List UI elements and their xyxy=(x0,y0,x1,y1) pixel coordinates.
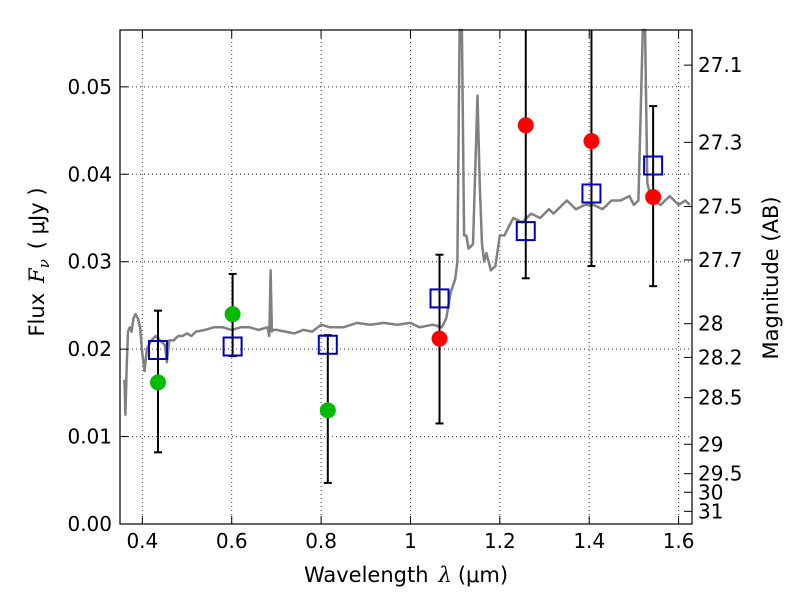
x-tick-label: 1.4 xyxy=(573,529,605,553)
y-tick-label: 0.04 xyxy=(67,162,112,186)
magnitude-tick-label: 28.2 xyxy=(698,345,743,369)
data-point-ff0000 xyxy=(517,117,534,134)
x-tick-label: 0.6 xyxy=(216,529,248,553)
model-photometry-square xyxy=(222,336,243,357)
model-photometry-square xyxy=(581,183,602,204)
model-photometry-square xyxy=(515,221,536,242)
model-photometry-square xyxy=(643,155,664,176)
data-points xyxy=(147,117,664,419)
magnitude-tick-label: 27.5 xyxy=(698,195,743,219)
x-tick-label: 0.8 xyxy=(305,529,337,553)
data-point-00bb00 xyxy=(319,402,336,419)
magnitude-tick-label: 28.5 xyxy=(698,386,743,410)
x-axis-title: Wavelength λ (μm) xyxy=(304,563,508,587)
magnitude-tick-label: 27.3 xyxy=(698,130,743,154)
data-point-ff0000 xyxy=(645,188,662,205)
data-point-00bb00 xyxy=(224,306,241,323)
magnitude-axis-title: Magnitude (AB) xyxy=(759,196,783,359)
data-point-ff0000 xyxy=(583,133,600,150)
x-tick-label: 1.2 xyxy=(484,529,516,553)
model-photometry-square xyxy=(429,288,450,309)
error-bars xyxy=(153,30,658,484)
y-axis-ticks: 0.00 0.01 0.02 0.03 0.04 0.05 xyxy=(67,75,128,536)
model-photometry-square xyxy=(317,334,338,355)
model-photometry-square xyxy=(147,340,168,361)
y-tick-label: 0.03 xyxy=(67,250,112,274)
magnitude-tick-label: 31 xyxy=(698,499,723,523)
grid xyxy=(120,30,692,525)
y-tick-label: 0.02 xyxy=(67,337,112,361)
y-tick-label: 0.00 xyxy=(67,512,112,536)
magnitude-tick-label: 27.7 xyxy=(698,248,743,272)
template-spectrum-line xyxy=(123,28,691,416)
x-axis-ticks: 0.4 0.6 0.8 1 1.2 1.4 1.6 xyxy=(126,30,695,553)
x-tick-label: 1.6 xyxy=(663,529,695,553)
magnitude-tick-label: 27.1 xyxy=(698,53,743,77)
magnitude-tick-label: 29.5 xyxy=(698,462,743,486)
data-point-ff0000 xyxy=(431,330,448,347)
data-point-00bb00 xyxy=(149,374,166,391)
y-tick-label: 0.01 xyxy=(67,425,112,449)
y-tick-label: 0.05 xyxy=(67,75,112,99)
x-tick-label: 1 xyxy=(404,529,417,553)
template-spectrum xyxy=(123,28,691,416)
plot-frame xyxy=(119,29,693,525)
x-tick-label: 0.4 xyxy=(126,529,158,553)
magnitude-tick-label: 29 xyxy=(698,432,723,456)
magnitude-tick-label: 28 xyxy=(698,312,723,336)
magnitude-tick-label: 30 xyxy=(698,480,723,504)
y-axis-title: FluxFν( μJy ) xyxy=(25,187,53,336)
